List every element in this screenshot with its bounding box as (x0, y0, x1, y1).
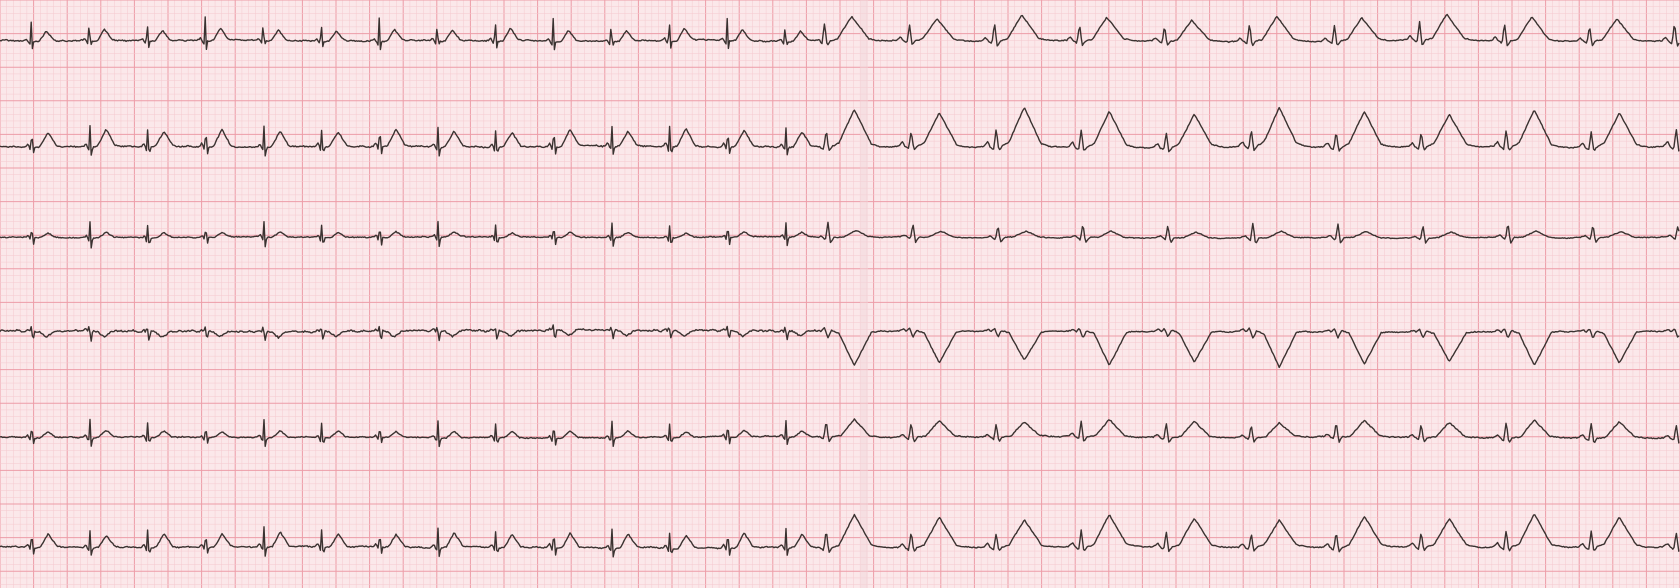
ecg-strip (0, 0, 1680, 588)
ecg-svg (0, 0, 1680, 588)
paper-seam (860, 0, 868, 588)
